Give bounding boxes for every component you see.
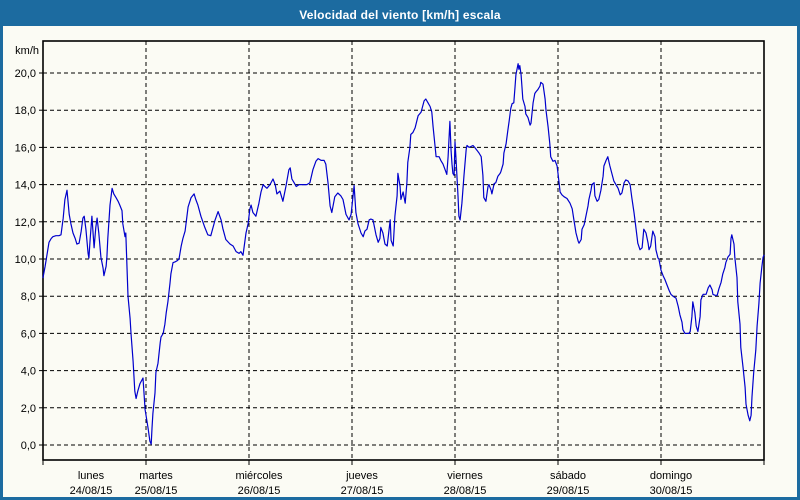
chart-title: Velocidad del viento [km/h] escala	[299, 7, 501, 22]
x-axis-weekday-label: domingo	[650, 470, 692, 482]
x-axis-date-label: 30/08/15	[650, 485, 693, 497]
y-tick-label: 6,0	[21, 328, 36, 340]
y-tick-label: 0,0	[21, 440, 36, 452]
y-tick-label: 2,0	[21, 403, 36, 415]
x-axis-date-label: 28/08/15	[444, 485, 487, 497]
y-tick-label: 10,0	[15, 254, 36, 266]
x-axis-date-label: 25/08/15	[135, 485, 178, 497]
y-tick-label: 20,0	[15, 68, 36, 80]
y-tick-label: 8,0	[21, 291, 36, 303]
y-tick-label: 4,0	[21, 366, 36, 378]
x-axis-weekday-label: jueves	[345, 470, 378, 482]
x-axis-date-label: 29/08/15	[547, 485, 590, 497]
x-axis-date-label: 24/08/15	[70, 485, 113, 497]
y-tick-label: 16,0	[15, 142, 36, 154]
wind-speed-chart: 0,0 2,0 4,0 6,0 8,0 10,0 12,0 14,0 16,0 18,0 20,0 k…	[15, 40, 765, 497]
x-axis-date-label: 27/08/15	[341, 485, 384, 497]
y-tick-label: 12,0	[15, 217, 36, 229]
y-tick-label: 18,0	[15, 105, 36, 117]
series-line	[42, 63, 765, 445]
plot-frame	[42, 40, 765, 461]
x-axis-date-label: 26/08/15	[238, 485, 281, 497]
x-axis-weekday-label: martes	[139, 470, 173, 482]
x-axis-weekday-label: viernes	[447, 470, 483, 482]
x-axis-weekday-label: sábado	[550, 470, 586, 482]
x-axis-weekday-label: miércoles	[235, 470, 283, 482]
chart-title-bar: Velocidad del viento [km/h] escala	[3, 3, 797, 26]
y-tick-label: 14,0	[15, 180, 36, 192]
y-axis-unit-label: km/h	[15, 45, 39, 57]
x-axis-weekday-label: lunes	[78, 470, 105, 482]
